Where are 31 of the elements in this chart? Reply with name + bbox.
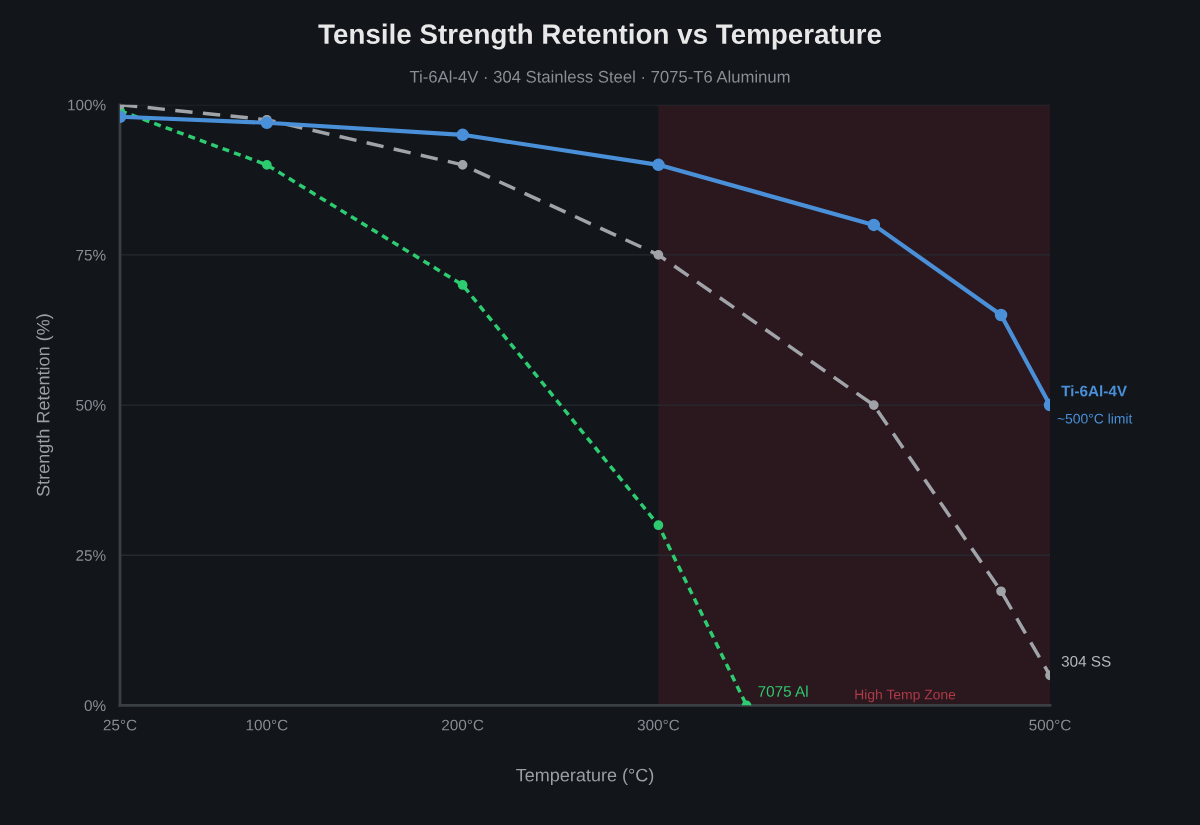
- series-label: Ti-6Al-4V: [1061, 385, 1127, 397]
- point: [996, 586, 1006, 597]
- x-tick-label: 25°C: [103, 719, 137, 731]
- y-tick-label: 25%: [76, 550, 106, 561]
- x-axis-title: Temperature (°C): [516, 768, 654, 786]
- series-label: 304 SS: [1061, 655, 1111, 667]
- y-tick-label: 100%: [68, 99, 106, 111]
- x-tick-label: 100°C: [246, 719, 288, 731]
- x-tick-label: 300°C: [637, 719, 680, 731]
- point: [260, 116, 274, 130]
- point: [261, 159, 272, 170]
- point: [457, 280, 468, 290]
- chart-subtitle: Ti-6Al-4V · 304 Stainless Steel · 7075-T6 Aluminum: [409, 70, 790, 83]
- y-axis-title: Strength Retention (%): [36, 314, 54, 497]
- point: [653, 520, 664, 531]
- y-tick-label: 50%: [76, 399, 106, 411]
- point: [868, 400, 879, 410]
- y-tick-label: 0%: [84, 700, 106, 712]
- point: [652, 158, 665, 172]
- y-tick-label: 75%: [76, 249, 106, 261]
- point: [457, 159, 468, 170]
- band-label: High Temp Zone: [855, 689, 956, 703]
- point: [994, 308, 1008, 322]
- x-tick-label: 200°C: [442, 719, 484, 731]
- point: [653, 250, 664, 260]
- point: [456, 128, 469, 142]
- series-label: 7075 Al: [758, 685, 808, 697]
- annotation: ~500°C limit: [1057, 413, 1133, 424]
- chart-title: Tensile Strength Retention vs Temperature: [318, 23, 882, 50]
- point: [867, 218, 881, 232]
- x-tick-label: 500°C: [1029, 719, 1071, 731]
